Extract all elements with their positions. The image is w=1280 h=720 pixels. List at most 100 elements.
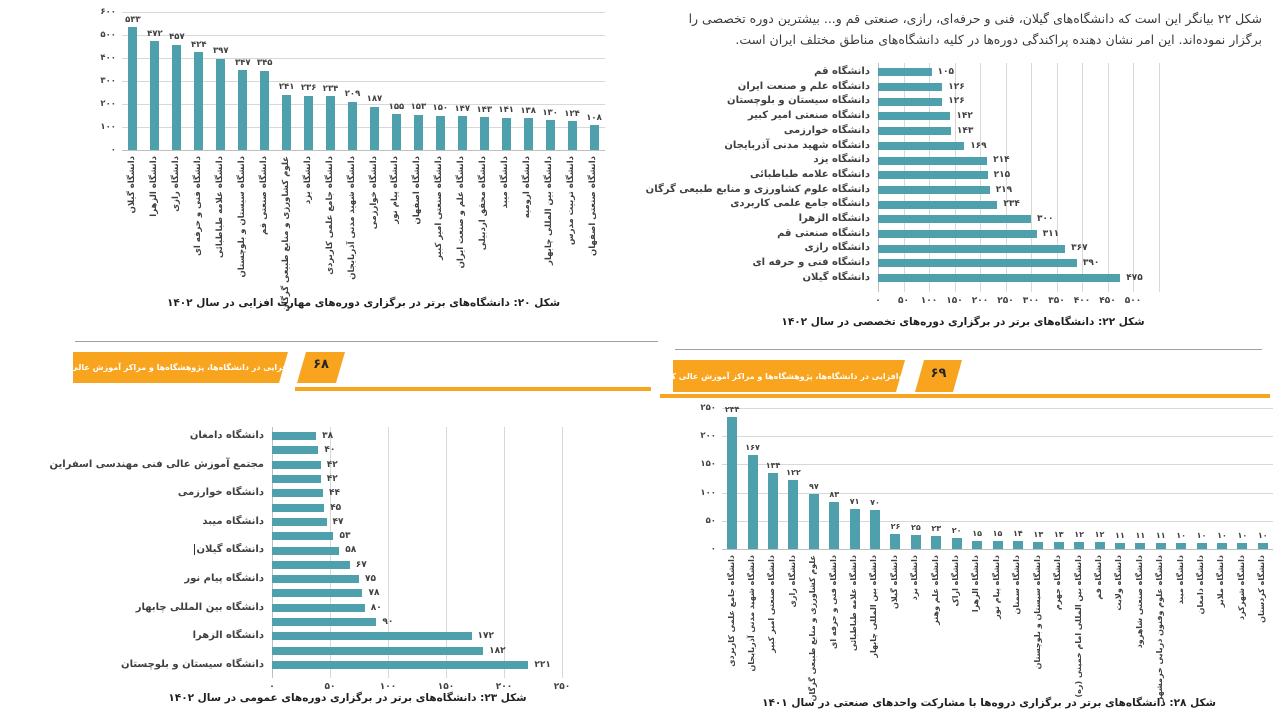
bar xyxy=(216,58,226,150)
x-category-label: دانشگاه یزد xyxy=(910,555,920,601)
intro-line-1: شکل ۲۲ بیانگر این است که دانشگاه‌های گیل… xyxy=(688,11,1262,26)
bar-value-label: ۸۳ xyxy=(829,490,840,500)
gridline xyxy=(122,35,605,36)
bar xyxy=(413,114,423,150)
x-category-label: دانشگاه کردستان xyxy=(1257,555,1267,623)
bar-value-label: ۱۴۳ xyxy=(476,104,493,115)
y-tick-label: ۱۰۰ xyxy=(700,487,716,498)
bar xyxy=(849,508,860,549)
x-category-label: دانشگاه میبد xyxy=(500,156,511,209)
bar xyxy=(878,274,1121,283)
bar-value-label: ۹۷ xyxy=(808,482,819,492)
bar xyxy=(878,259,1077,268)
gridline xyxy=(122,127,605,128)
y-tick-label: ۱۰۰ xyxy=(100,122,116,132)
bar xyxy=(304,95,314,150)
bar-value-label: ۹۰ xyxy=(382,616,394,627)
x-category-label: دانشگاه اراک xyxy=(951,555,961,607)
bar-value-label: ۱۵ xyxy=(992,528,1003,538)
bar xyxy=(457,116,467,150)
gridline xyxy=(446,427,447,679)
bar-value-label: ۳۶۷ xyxy=(1071,243,1088,254)
bar-value-label: ۲۳۴ xyxy=(322,83,339,94)
row-category-label: دانشگاه الزهرا xyxy=(192,630,264,642)
bar xyxy=(878,112,951,121)
bar-value-label: ۳۴۷ xyxy=(234,57,251,68)
row-category-label: دانشگاه علامه طباطبائی xyxy=(750,168,870,180)
row-category-label: دانشگاه میبد xyxy=(202,515,264,527)
bar xyxy=(768,473,779,549)
bar-value-label: ۳۴۵ xyxy=(256,58,273,69)
gridline xyxy=(1031,63,1032,292)
x-category-label: علوم کشاورزی و منابع طبیعی گرگان xyxy=(280,156,291,312)
row-category-label: دانشگاه صنعتی قم xyxy=(777,227,870,239)
row-category-label: دانشگاه گیلان xyxy=(802,271,870,283)
x-category-label: دانشگاه صنعتی اصفهان xyxy=(588,156,599,257)
bar-value-label: ۴۵۷ xyxy=(169,32,185,43)
x-category-label: علوم کشاورزی و منابع طبیعی گرگان xyxy=(808,555,818,702)
y-tick-label: ۶۰۰ xyxy=(100,7,116,17)
figure-23-caption: شکل ۲۳: دانشگاه‌های برتر در برگزاری دوره… xyxy=(168,692,527,704)
x-category-label: دانشگاه سیستان و بلوچستان xyxy=(236,156,247,278)
figure-28-bar-chart: ۰ ۵۰ ۱۰۰ ۱۵۰ ۲۰۰ ۲۵۰ ۲۳۴ دانشگاه جامع علمی کارب… xyxy=(700,398,1278,701)
bar-value-label: ۲۳ xyxy=(931,524,942,534)
bar-value-label: ۱۷۲ xyxy=(477,631,494,642)
x-tick-label: ۴۵۰ xyxy=(1099,295,1116,306)
banner-title-bar: مهارت‌افزایی در دانشگاه‌ها، پژوهشگاه‌ها … xyxy=(673,360,905,392)
bar xyxy=(369,106,379,150)
x-category-label: دانشگاه علم وهنر xyxy=(930,555,940,625)
x-category-label: دانشگاه علم و صنعت ایران xyxy=(456,156,467,269)
y-tick-label: ۳۰۰ xyxy=(100,76,116,86)
bar xyxy=(1053,541,1064,549)
x-category-label: دانشگاه سیستان و بلوچستان xyxy=(1032,555,1042,670)
bar-value-label: ۱۱ xyxy=(1155,530,1166,540)
x-category-label: دانشگاه بین المللی امام خمینی (ره) xyxy=(1073,555,1083,698)
bar xyxy=(272,475,321,484)
bar xyxy=(128,27,138,150)
bar-value-label: ۱۵۰ xyxy=(432,103,449,113)
bar-value-label: ۱۵۳ xyxy=(410,102,427,113)
x-tick-label: ۵۰ xyxy=(324,682,336,693)
bar-value-label: ۴۲۴ xyxy=(191,39,207,50)
bar xyxy=(878,185,990,194)
bar-value-label: ۱۳ xyxy=(1033,529,1044,539)
bar xyxy=(589,125,599,150)
gridline xyxy=(562,427,563,679)
banner-title: مهارت‌افزایی در دانشگاه‌ها، پژوهشگاه‌ها … xyxy=(653,371,925,381)
y-tick-label: ۲۰۰ xyxy=(700,431,716,442)
bar-value-label: ۱۵۵ xyxy=(388,101,405,112)
bar-value-label: ۱۰ xyxy=(1217,531,1227,541)
row-category-label: دانشگاه شهید مدنی آذربایجان xyxy=(724,139,870,151)
x-category-label: دانشگاه رازی xyxy=(170,156,181,212)
bar xyxy=(272,618,377,627)
x-category-label: دانشگاه پیام نور xyxy=(390,156,401,224)
bar xyxy=(747,454,758,549)
bar xyxy=(1135,542,1146,549)
bar-value-label: ۷۰ xyxy=(870,497,880,507)
bar xyxy=(194,52,204,150)
x-category-label: دانشگاه خوارزمی xyxy=(368,156,379,230)
bar-value-label: ۵۳ xyxy=(339,531,351,542)
bar-value-label: ۱۵ xyxy=(972,528,982,538)
bar-value-label: ۱۰ xyxy=(1196,531,1207,541)
x-category-label: دانشگاه علامه طباطبائی xyxy=(849,555,859,651)
bar-value-label: ۴۷۵ xyxy=(1126,272,1143,283)
bar xyxy=(1033,541,1044,549)
bar-value-label: ۲۶ xyxy=(890,522,901,532)
bar-value-label: ۲۱۹ xyxy=(995,184,1013,195)
x-tick-label: ۱۵۰ xyxy=(437,682,455,693)
row-category-label: دانشگاه یزد xyxy=(813,154,870,166)
y-tick-label: ۵۰۰ xyxy=(100,30,116,40)
bar xyxy=(272,646,484,655)
gridline xyxy=(722,408,1273,409)
x-category-label: دانشگاه فنی و حرفه ای xyxy=(828,555,838,649)
bar xyxy=(931,536,942,549)
x-category-label: دانشگاه محقق اردبیلی xyxy=(478,156,489,251)
x-category-label: دانشگاه صنعتی شاهرود xyxy=(1134,555,1144,649)
bar-value-label: ۱۴۳ xyxy=(956,125,974,136)
bar-value-label: ۴۰ xyxy=(324,445,336,456)
gridline xyxy=(1133,63,1134,292)
bar xyxy=(1257,543,1268,549)
x-category-label: دانشگاه سمنان xyxy=(1012,555,1022,615)
figure-20-caption: شکل ۲۰: دانشگاه‌های برتر در برگزاری دوره… xyxy=(166,297,561,309)
